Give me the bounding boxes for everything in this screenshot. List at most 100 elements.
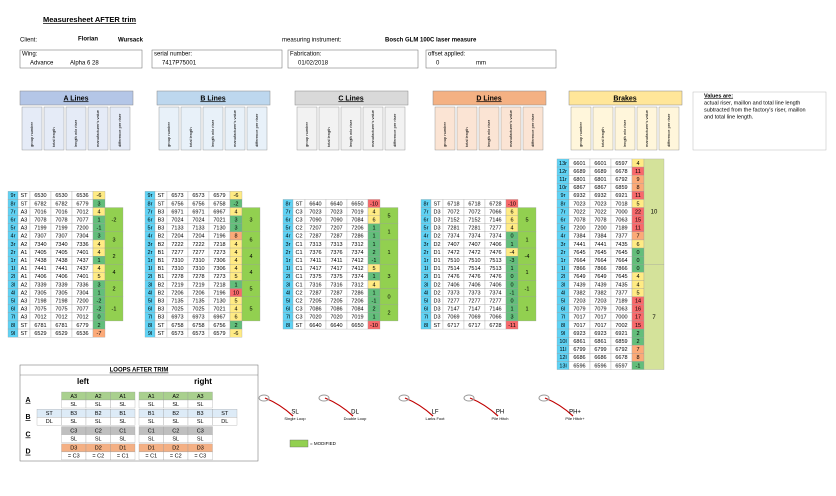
value: 6650 xyxy=(351,323,363,329)
value: 7022 xyxy=(573,209,585,215)
loop-type: = C3 xyxy=(68,454,80,460)
row-label: 2r xyxy=(148,250,153,256)
group: ST xyxy=(157,331,165,337)
value: 7189 xyxy=(615,298,627,304)
value: 6859 xyxy=(615,185,627,191)
riser-value: 4 xyxy=(249,254,252,260)
row-label: 7l xyxy=(286,315,290,321)
value: 7077 xyxy=(76,307,88,313)
row-label: 7l xyxy=(561,315,565,321)
row-label: 4r xyxy=(11,234,16,240)
row-label: 7r xyxy=(424,209,429,215)
row-label: 7r xyxy=(11,209,16,215)
column-header xyxy=(296,106,318,151)
value: 6781 xyxy=(34,323,46,329)
row-label: 1r xyxy=(148,258,153,264)
value: 6801 xyxy=(594,177,606,183)
field-box xyxy=(151,49,283,69)
row-label: 7r xyxy=(286,209,291,215)
difference: 4 xyxy=(234,266,237,272)
difference: 1 xyxy=(97,217,100,223)
difference: 11 xyxy=(635,169,641,175)
difference: -6 xyxy=(97,193,102,199)
riser-value: 3 xyxy=(387,274,390,280)
value: 7079 xyxy=(594,307,606,313)
group: D2 xyxy=(433,290,440,296)
row-label: 1l xyxy=(148,266,152,272)
loop-type-cell xyxy=(187,434,213,443)
row-label: 12r xyxy=(559,169,567,175)
loop xyxy=(258,394,270,402)
value: 6861 xyxy=(594,339,606,345)
group: D1 xyxy=(433,258,440,264)
loop-group: A3 xyxy=(70,394,77,400)
section-title: D Lines xyxy=(476,95,501,102)
section-header xyxy=(156,90,271,106)
value: 7513 xyxy=(489,258,501,264)
row-label: 9r xyxy=(148,193,153,199)
value: 7222 xyxy=(192,242,204,248)
value: 7377 xyxy=(615,234,627,240)
column-header xyxy=(87,106,109,151)
row-label: 5r xyxy=(561,226,566,232)
value: 7645 xyxy=(615,274,627,280)
value: 6573 xyxy=(192,331,204,337)
group: A1 xyxy=(21,250,28,256)
value: 7066 xyxy=(489,315,501,321)
group: C1 xyxy=(295,274,302,280)
column-header-text: length w/o riser xyxy=(622,119,627,147)
value: 7205 xyxy=(330,298,342,304)
value: 7086 xyxy=(330,307,342,313)
column-header-text: group number xyxy=(166,121,171,147)
field-value: mm xyxy=(476,61,486,67)
value: 7196 xyxy=(213,234,225,240)
group: B2 xyxy=(158,282,165,288)
value: 6967 xyxy=(213,209,225,215)
column-header-text: total length xyxy=(51,127,56,147)
value: 7278 xyxy=(192,274,204,280)
row-label: 7l xyxy=(11,315,15,321)
value: 7078 xyxy=(594,217,606,223)
value: 7866 xyxy=(573,266,585,272)
value: 6601 xyxy=(573,161,585,167)
riser-value: 5 xyxy=(525,217,528,223)
value: 7435 xyxy=(615,282,627,288)
field-label: Wing: xyxy=(22,52,38,58)
loop-type: = C3 xyxy=(194,454,206,460)
difference: -1 xyxy=(372,258,377,264)
loop-type: SL xyxy=(172,419,179,425)
difference: 0 xyxy=(510,282,513,288)
legend-code: LF xyxy=(431,410,438,416)
column-header-text: manufacturer's value xyxy=(644,109,649,147)
loop-row-label: B xyxy=(25,414,30,421)
value: 7664 xyxy=(615,258,627,264)
difference: 22 xyxy=(635,209,641,215)
value: 7189 xyxy=(615,226,627,232)
difference: 6 xyxy=(510,217,513,223)
group: A1 xyxy=(21,266,28,272)
value: 6967 xyxy=(213,315,225,321)
row-label: 5l xyxy=(424,298,428,304)
riser-value: 1 xyxy=(387,230,390,236)
value: 7063 xyxy=(615,307,627,313)
row-label: 9r xyxy=(11,193,16,199)
value: 6932 xyxy=(594,193,606,199)
value: 6650 xyxy=(351,201,363,207)
column-header-text: manufacturer's value xyxy=(95,109,100,147)
group: B3 xyxy=(158,226,165,232)
value: 7310 xyxy=(192,258,204,264)
value: 7203 xyxy=(594,298,606,304)
value: 7437 xyxy=(76,258,88,264)
group: ST xyxy=(157,323,165,329)
row-label: 2r xyxy=(561,250,566,256)
value: 7336 xyxy=(76,242,88,248)
difference: 3 xyxy=(510,315,513,321)
value: 7198 xyxy=(55,298,67,304)
row-label: 3r xyxy=(148,242,153,248)
loop-group: D3 xyxy=(70,446,77,452)
loop-group: D3 xyxy=(197,446,204,452)
column-header xyxy=(202,106,224,151)
legend-code: SL xyxy=(291,410,299,416)
value: 7439 xyxy=(573,282,585,288)
